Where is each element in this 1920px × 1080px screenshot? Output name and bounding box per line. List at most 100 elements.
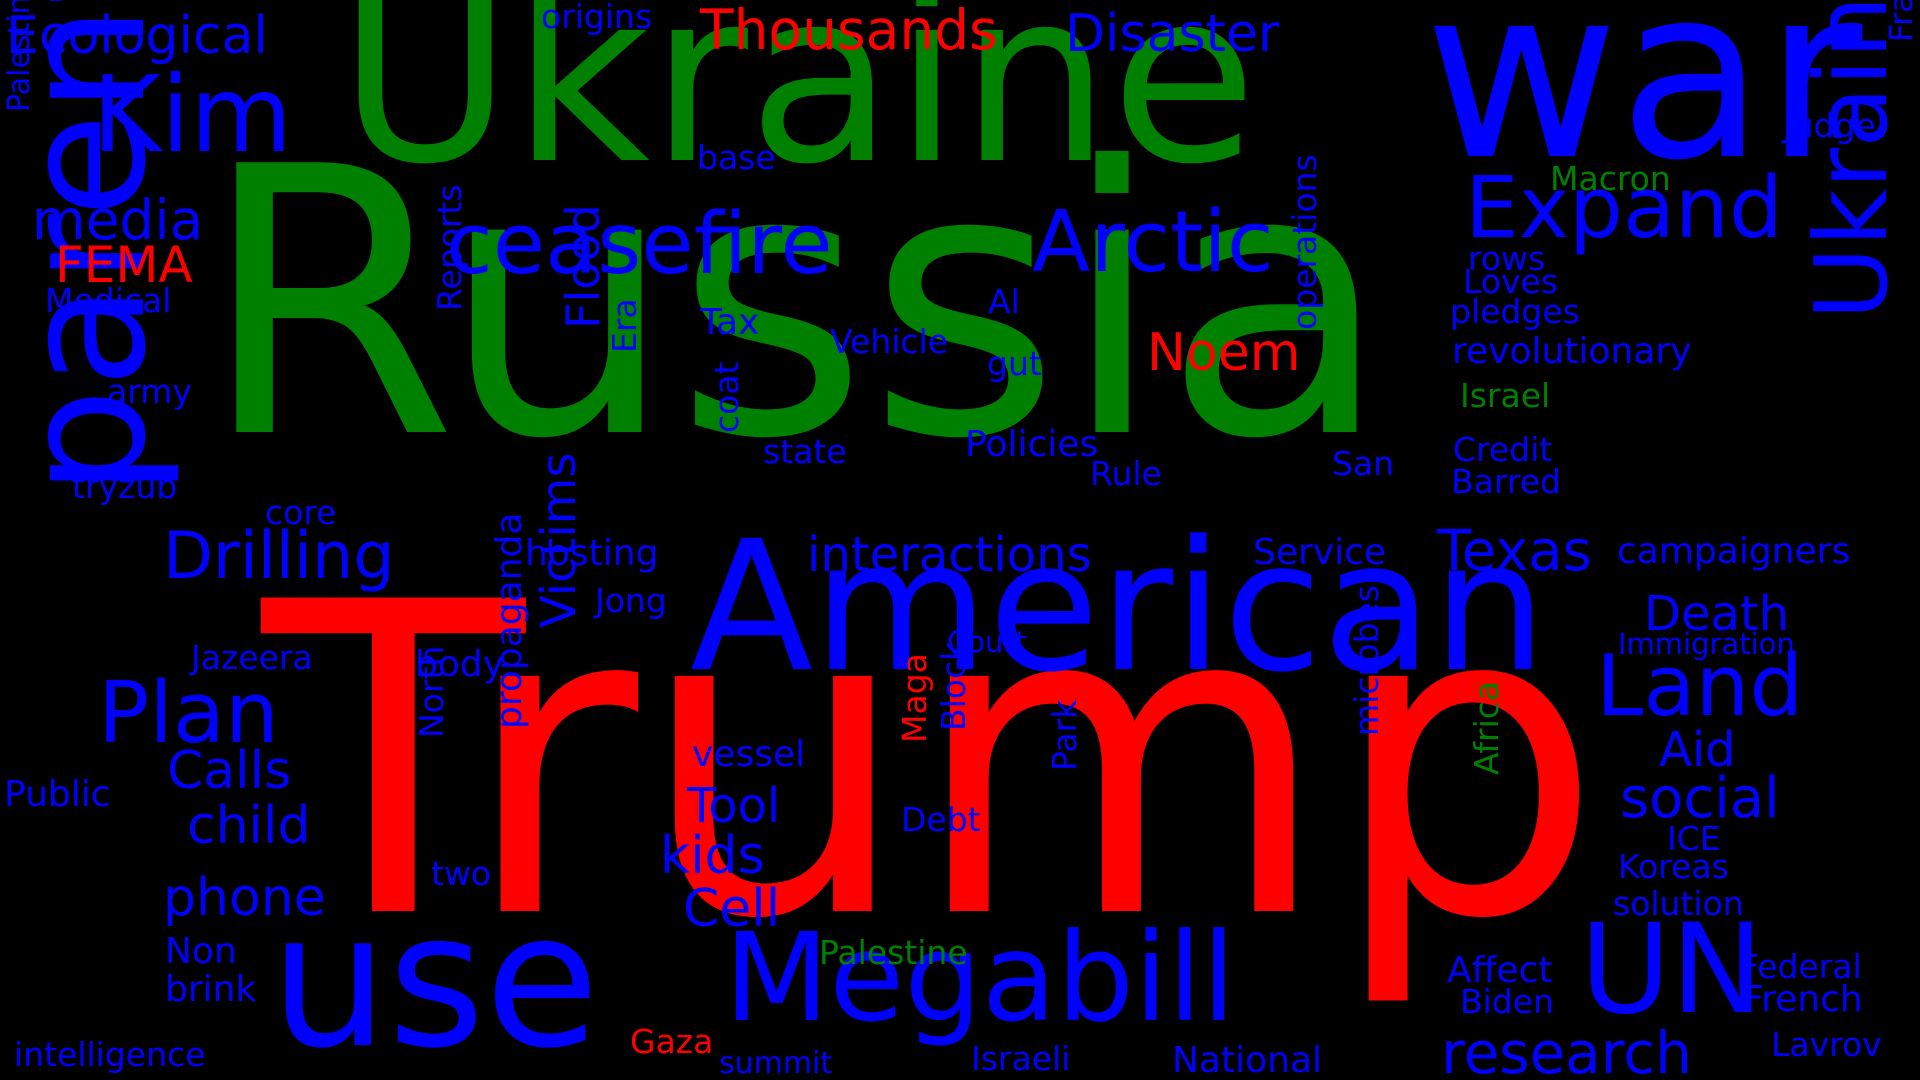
word-campaigners: campaigners bbox=[1617, 531, 1851, 572]
word-two: two bbox=[431, 854, 492, 893]
word-megabill: Megabill bbox=[724, 907, 1236, 1049]
word-debt: Debt bbox=[901, 800, 981, 839]
word-ecological: Ecological bbox=[6, 6, 268, 66]
word-barred: Barred bbox=[1451, 462, 1561, 501]
word-loves: Loves bbox=[1463, 262, 1559, 301]
word-north: North bbox=[412, 645, 451, 738]
word-rule: Rule bbox=[1090, 454, 1162, 493]
word-federal: Federal bbox=[1740, 947, 1862, 986]
word-aid: Aid bbox=[1659, 722, 1736, 778]
word-state: state bbox=[763, 432, 847, 471]
word-coat: coat bbox=[707, 361, 746, 434]
word-affect: Affect bbox=[1447, 950, 1553, 991]
word-gaza: Gaza bbox=[630, 1022, 714, 1061]
word-rows: rows bbox=[1468, 239, 1546, 278]
word-tax: Tax bbox=[700, 302, 760, 343]
word-body: body bbox=[415, 644, 505, 685]
word-block: Block bbox=[934, 641, 973, 731]
word-solution: solution bbox=[1613, 884, 1744, 923]
word-core: core bbox=[265, 493, 337, 532]
word-revolutionary: revolutionary bbox=[1452, 331, 1692, 372]
word-russia: Russia bbox=[200, 90, 1391, 520]
word-thousands: Thousands bbox=[700, 0, 998, 62]
word-immigration: Immigration bbox=[1618, 627, 1795, 661]
word-tool: Tool bbox=[687, 778, 781, 834]
word-propaganda: propaganda bbox=[489, 512, 530, 729]
word-non: Non bbox=[165, 931, 237, 972]
word-summit: summit bbox=[719, 1046, 833, 1080]
word-expand: Expand bbox=[1465, 159, 1783, 258]
word-disaster: Disaster bbox=[1065, 4, 1280, 64]
word-court: Court bbox=[947, 625, 1027, 659]
word-jazeera: Jazeera bbox=[191, 638, 313, 677]
word-child: child bbox=[187, 796, 311, 856]
word-vessel: vessel bbox=[692, 734, 806, 775]
word-land: Land bbox=[1596, 637, 1804, 736]
word-palestine: Palestine bbox=[819, 933, 968, 972]
word-israeli: Israeli bbox=[971, 1039, 1071, 1078]
word-origins: origins bbox=[541, 0, 653, 36]
word-era: Era bbox=[605, 298, 644, 353]
word-hosting: hosting bbox=[525, 533, 659, 574]
word-ceasefire: ceasefire bbox=[446, 195, 833, 294]
word-pledges: pledges bbox=[1450, 292, 1580, 331]
word-brink: brink bbox=[165, 969, 257, 1010]
word-reports: Reports bbox=[430, 184, 469, 311]
word-flood: Flood bbox=[556, 204, 610, 329]
word-use: use bbox=[270, 872, 600, 1080]
word-san: San bbox=[1332, 444, 1395, 483]
word-credit: Credit bbox=[1453, 430, 1553, 469]
word-maga: Maga bbox=[895, 653, 934, 743]
word-ice: ICE bbox=[1667, 819, 1721, 858]
word-american: American bbox=[690, 503, 1547, 712]
word-trump: Trump bbox=[262, 513, 1603, 1013]
word-koreas: Koreas bbox=[1618, 847, 1729, 886]
word-texas: Texas bbox=[1437, 519, 1592, 584]
word-kids: kids bbox=[660, 826, 765, 886]
word-war: war bbox=[1424, 0, 1863, 213]
word-intelligence: intelligence bbox=[14, 1035, 206, 1074]
word-calls: Calls bbox=[167, 741, 292, 801]
word-tryzub: tryzub bbox=[72, 467, 178, 506]
word-francisco: Francisco bbox=[1882, 0, 1920, 42]
word-fema: FEMA bbox=[55, 236, 193, 294]
word-death: Death bbox=[1644, 586, 1790, 642]
word-media: media bbox=[32, 188, 204, 252]
word-base: base bbox=[697, 138, 776, 177]
word-research: research bbox=[1441, 1019, 1692, 1080]
word-biden: Biden bbox=[1460, 982, 1554, 1021]
word-operations: operations bbox=[1285, 154, 1324, 330]
word-macron: Macron bbox=[1550, 159, 1671, 198]
word-microbes: microbes bbox=[1347, 585, 1386, 736]
word-palestinians: Palestinians bbox=[2, 0, 37, 112]
word-interactions: interactions bbox=[807, 527, 1092, 583]
word-un: UN bbox=[1580, 898, 1764, 1042]
word-jong: Jong bbox=[595, 581, 667, 620]
word-lavrov: Lavrov bbox=[1771, 1025, 1882, 1064]
word-social: social bbox=[1620, 766, 1780, 831]
word-park: Park bbox=[1045, 699, 1084, 771]
word-judge: Judge bbox=[1783, 106, 1876, 145]
word-phone: phone bbox=[163, 868, 326, 928]
word-vehicle: Vehicle bbox=[830, 322, 949, 361]
word-army: army bbox=[107, 372, 192, 411]
word-ukraine: Ukraine bbox=[338, 0, 1258, 217]
word-al: Al bbox=[988, 282, 1020, 321]
word-public: Public bbox=[4, 774, 111, 815]
word-national: National bbox=[1172, 1040, 1323, 1080]
word-service: Service bbox=[1253, 532, 1387, 573]
word-medical: Medical bbox=[45, 281, 172, 320]
word-policies: Policies bbox=[965, 424, 1099, 465]
word-noem: Noem bbox=[1147, 323, 1301, 383]
word-arctic: Arctic bbox=[1032, 193, 1274, 292]
word-drilling: Drilling bbox=[163, 519, 395, 594]
word-gut: gut bbox=[987, 344, 1042, 383]
word-africa: Africa bbox=[1467, 680, 1506, 775]
word-israel: Israel bbox=[1460, 376, 1551, 415]
word-ukrainian: Ukrainian bbox=[1793, 0, 1910, 320]
word-kim: Kim bbox=[92, 54, 293, 176]
word-french: French bbox=[1743, 979, 1863, 1020]
word-cell: Cell bbox=[683, 879, 781, 939]
word-plan: Plan bbox=[98, 664, 279, 763]
